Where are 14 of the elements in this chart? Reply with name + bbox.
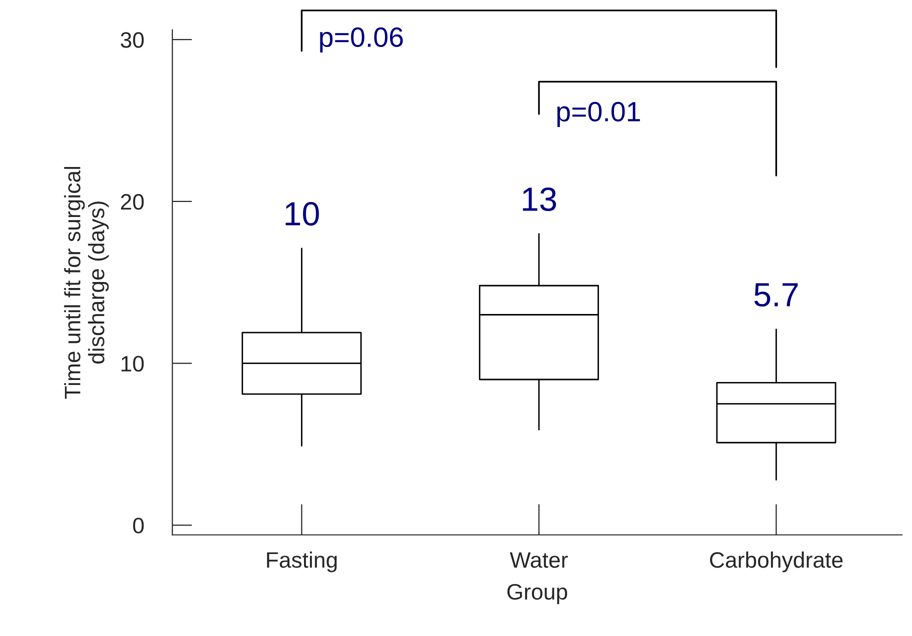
- y-tick-label: 10: [122, 356, 144, 372]
- x-tick-label: Carbohydrate: [710, 552, 843, 572]
- y-axis-title: Time until fit for surgical discharge (days): [64, 166, 109, 399]
- annotation: p=0.06: [320, 27, 403, 53]
- annotation: 13: [522, 187, 556, 212]
- y-tick-label: 0: [133, 518, 144, 534]
- x-axis-title: Group: [507, 584, 568, 604]
- annotation: p=0.01: [557, 102, 640, 128]
- annotation: 10: [286, 202, 319, 226]
- x-tick-label: Fasting: [267, 552, 337, 572]
- y-tick-label: 30: [120, 32, 144, 48]
- x-tick-label: Water: [510, 552, 568, 568]
- annotation: 5.7: [754, 283, 798, 307]
- y-tick-label: 20: [120, 194, 144, 210]
